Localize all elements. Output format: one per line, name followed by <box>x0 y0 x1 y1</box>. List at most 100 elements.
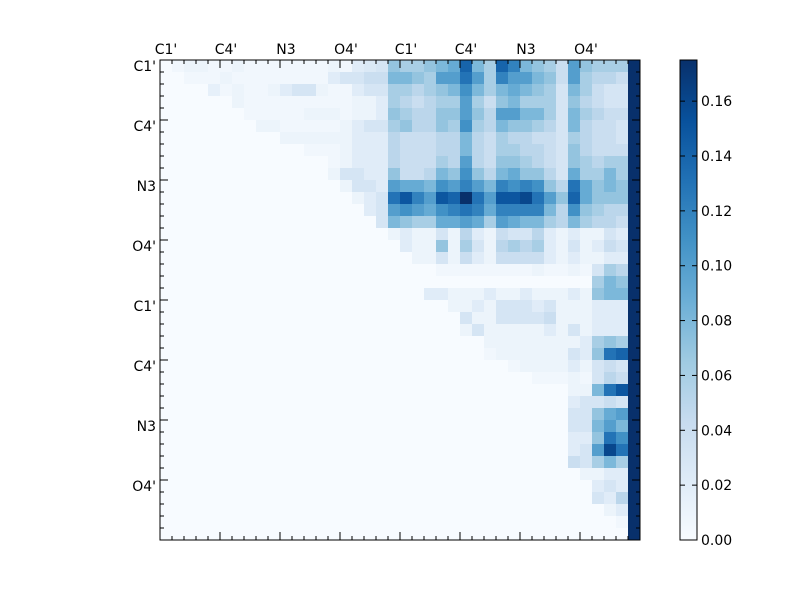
heatmap-cell <box>400 96 413 109</box>
heatmap-cell <box>436 360 449 373</box>
heatmap-cell <box>232 456 245 469</box>
heatmap-cell <box>556 264 569 277</box>
heatmap-cell <box>388 468 401 481</box>
heatmap-cell <box>172 312 185 325</box>
heatmap-cell <box>388 312 401 325</box>
heatmap-cell <box>208 420 221 433</box>
heatmap-cell <box>352 468 365 481</box>
heatmap-cell <box>280 240 293 253</box>
heatmap-cell <box>556 312 569 325</box>
heatmap-cell <box>568 108 581 121</box>
heatmap-cell <box>352 456 365 469</box>
heatmap-cell <box>340 348 353 361</box>
heatmap-cell <box>268 204 281 217</box>
heatmap-cell <box>616 60 629 73</box>
heatmap-cell <box>280 96 293 109</box>
heatmap-cell <box>316 264 329 277</box>
heatmap-cell <box>556 192 569 205</box>
heatmap-cell <box>292 492 305 505</box>
heatmap-cell <box>532 96 545 109</box>
heatmap-cell <box>220 144 233 157</box>
heatmap-cell <box>472 492 485 505</box>
heatmap-cell <box>616 528 629 541</box>
heatmap-cell <box>496 252 509 265</box>
heatmap-cell <box>460 360 473 373</box>
heatmap-cell <box>400 72 413 85</box>
heatmap-cell <box>520 228 533 241</box>
heatmap-cell <box>460 420 473 433</box>
heatmap-cell <box>544 432 557 445</box>
heatmap-cell <box>400 432 413 445</box>
heatmap-cell <box>172 252 185 265</box>
heatmap-cell <box>304 528 317 541</box>
heatmap-cell <box>628 252 641 265</box>
heatmap-cell <box>580 84 593 97</box>
heatmap-cell <box>508 144 521 157</box>
heatmap-cell <box>616 120 629 133</box>
heatmap-cell <box>352 504 365 517</box>
heatmap-cell <box>328 276 341 289</box>
heatmap-cell <box>316 288 329 301</box>
heatmap-cell <box>628 528 641 541</box>
heatmap-cell <box>508 96 521 109</box>
heatmap-cell <box>472 96 485 109</box>
heatmap-cell <box>556 228 569 241</box>
heatmap-cell <box>520 204 533 217</box>
heatmap-cell <box>544 528 557 541</box>
heatmap-cell <box>268 192 281 205</box>
heatmap-cell <box>580 384 593 397</box>
heatmap-cell <box>280 528 293 541</box>
heatmap-cell <box>496 72 509 85</box>
heatmap-cell <box>208 96 221 109</box>
heatmap-cell <box>184 492 197 505</box>
heatmap-cell <box>472 72 485 85</box>
heatmap-cell <box>556 324 569 337</box>
colorbar-tick-label: 0.14 <box>701 149 732 165</box>
heatmap-cell <box>316 72 329 85</box>
heatmap-cell <box>556 432 569 445</box>
heatmap-cell <box>412 288 425 301</box>
heatmap-cell <box>628 468 641 481</box>
heatmap-cell <box>484 384 497 397</box>
heatmap-cell <box>628 420 641 433</box>
heatmap-cell <box>604 216 617 229</box>
heatmap-cell <box>256 264 269 277</box>
heatmap-cell <box>292 408 305 421</box>
heatmap-cell <box>580 336 593 349</box>
heatmap-cell <box>364 132 377 145</box>
heatmap-cell <box>592 468 605 481</box>
heatmap-cell <box>496 156 509 169</box>
heatmap-cell <box>196 180 209 193</box>
heatmap-cell <box>616 240 629 253</box>
heatmap-cell <box>448 252 461 265</box>
heatmap-cell <box>436 132 449 145</box>
heatmap-cell <box>436 180 449 193</box>
heatmap-cell <box>544 384 557 397</box>
heatmap-cell <box>472 192 485 205</box>
heatmap-cell <box>508 516 521 529</box>
heatmap-cell <box>184 288 197 301</box>
heatmap-cell <box>232 96 245 109</box>
heatmap-cell <box>280 192 293 205</box>
heatmap-cell <box>184 168 197 181</box>
heatmap-cell <box>472 120 485 133</box>
heatmap-cell <box>580 144 593 157</box>
heatmap-cell <box>508 348 521 361</box>
heatmap-cell <box>280 72 293 85</box>
heatmap-cell <box>220 432 233 445</box>
heatmap-cell <box>376 108 389 121</box>
heatmap-cell <box>208 408 221 421</box>
heatmap-cell <box>244 516 257 529</box>
heatmap-cell <box>424 456 437 469</box>
heatmap-cell <box>604 168 617 181</box>
heatmap-cell <box>352 396 365 409</box>
heatmap-cell <box>400 492 413 505</box>
heatmap-cell <box>304 312 317 325</box>
heatmap-cell <box>364 216 377 229</box>
heatmap-cell <box>160 504 173 517</box>
heatmap-cell <box>304 300 317 313</box>
heatmap-cell <box>196 276 209 289</box>
heatmap-cell <box>592 240 605 253</box>
heatmap-cell <box>268 384 281 397</box>
heatmap-cell <box>628 492 641 505</box>
